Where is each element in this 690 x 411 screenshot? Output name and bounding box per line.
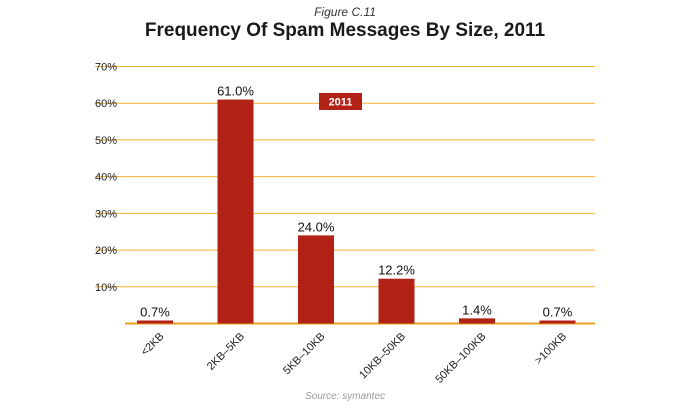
y-tick-label: 40% <box>95 172 117 184</box>
bar <box>539 320 576 324</box>
category-label: <2KB <box>139 331 167 359</box>
bar <box>217 99 254 324</box>
y-tick-label: 10% <box>95 282 117 294</box>
legend-label: 2011 <box>329 97 353 109</box>
y-tick-label: 60% <box>95 98 117 110</box>
data-label: 1.4% <box>462 302 492 317</box>
y-tick-label: 70% <box>95 62 117 74</box>
data-label: 24.0% <box>298 219 335 234</box>
y-axis-ticks: 10% 20% 30% 40% 50% 60% 70% <box>95 62 117 294</box>
bar <box>378 278 415 324</box>
legend: 2011 <box>319 93 362 110</box>
x-axis-labels: <2KB 2KB–5KB 5KB–10KB 10KB–50KB 50KB–100KB >1… <box>139 331 569 386</box>
bar <box>298 235 334 324</box>
category-label: 2KB–5KB <box>205 331 247 373</box>
data-labels: 0.7% 61.0% 24.0% 12.2% 1.4% 0.7% <box>140 84 573 320</box>
bar <box>137 320 173 324</box>
legend-swatch <box>319 93 362 110</box>
source-note: Source: symantec <box>304 391 386 402</box>
y-tick-label: 50% <box>95 135 117 147</box>
figure-label: Figure C.11 <box>314 5 376 19</box>
data-label: 0.7% <box>543 305 573 320</box>
y-tick-label: 30% <box>95 208 117 220</box>
data-label: 12.2% <box>378 263 415 278</box>
gridlines <box>95 66 595 325</box>
chart-title: Frequency Of Spam Messages By Size, 2011 <box>144 20 546 41</box>
category-label: 5KB–10KB <box>281 331 328 378</box>
data-label: 61.0% <box>217 84 254 99</box>
y-tick-label: 20% <box>95 245 117 257</box>
bar <box>459 318 495 324</box>
category-label: >100KB <box>533 331 569 367</box>
category-label: 10KB–50KB <box>357 331 408 382</box>
data-label: 0.7% <box>140 305 170 320</box>
category-label: 50KB–100KB <box>433 331 488 386</box>
bars <box>137 99 576 324</box>
